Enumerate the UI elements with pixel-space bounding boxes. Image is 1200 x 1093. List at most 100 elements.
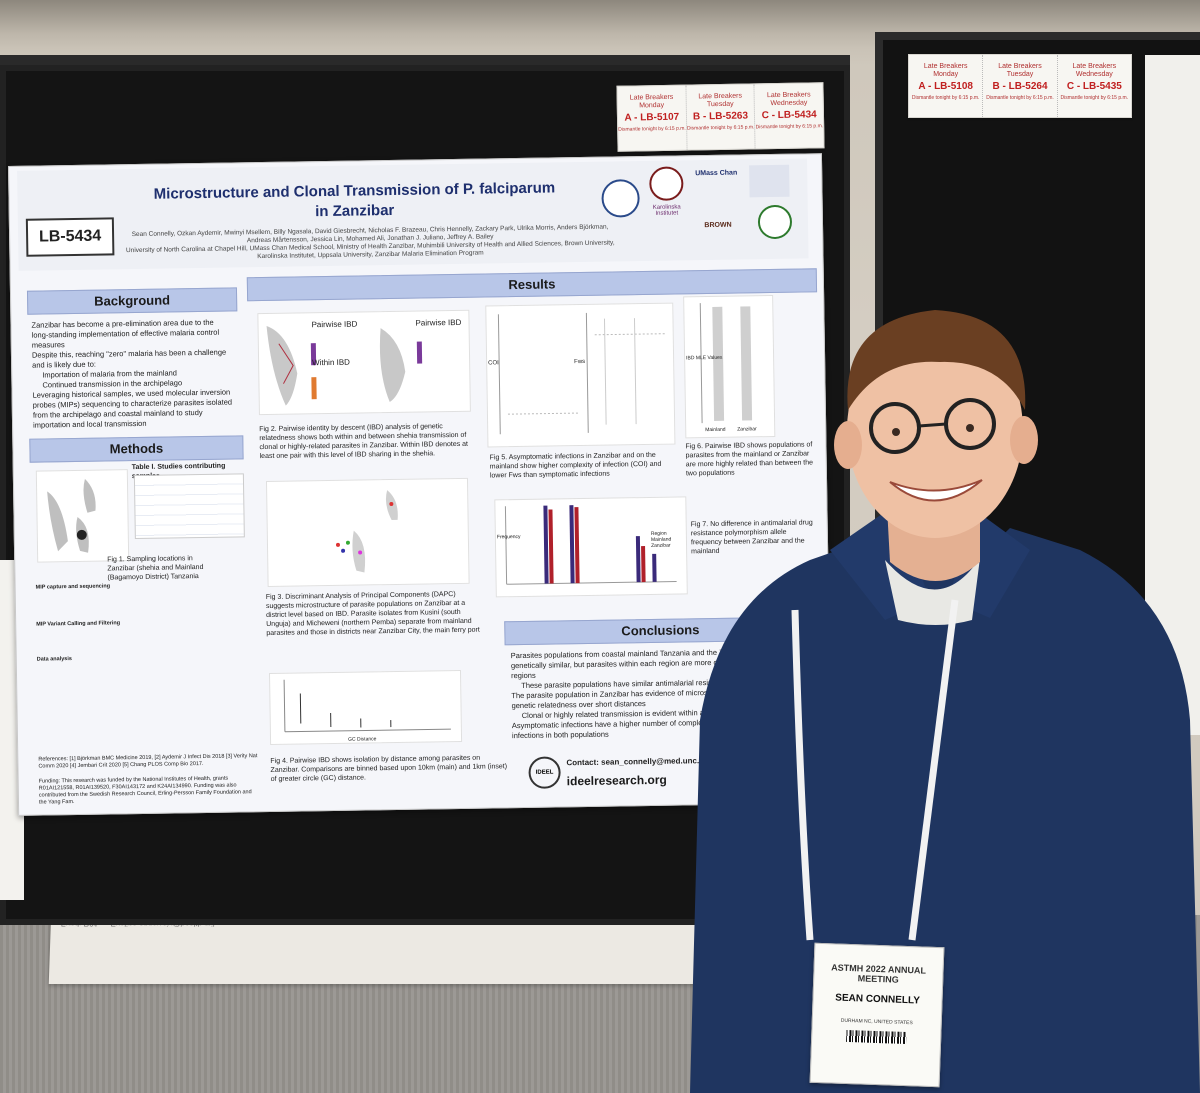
umass-chan-logo: UMass Chan — [695, 169, 738, 178]
fig5-ylabel-coi: COI — [488, 360, 499, 367]
background-text: Zanzibar has become a pre-elimination ar… — [31, 318, 233, 431]
fig6-graphic — [699, 303, 753, 424]
methods-text: MIP capture and sequencing MIP Variant C… — [36, 581, 252, 663]
fig3-dapc-map — [265, 477, 470, 587]
badge-year: 2022 — [865, 963, 886, 975]
fig2-legend-pairwise: Pairwise IBD — [311, 319, 358, 330]
fig5-graphic — [497, 312, 665, 435]
zanzibar-map-left — [266, 325, 298, 406]
dapc-point — [358, 550, 363, 555]
late-breaker-wednesday: Late Breakers Wednesday C - LB-5434 Dism… — [755, 91, 824, 131]
fig6-zanzibar-distribution — [740, 306, 753, 421]
dapc-point — [341, 548, 346, 553]
glasses-left-lens — [869, 402, 921, 454]
fig7-bar-zanzibar — [548, 509, 554, 584]
left-eye — [892, 428, 900, 436]
brown-logo: BROWN — [704, 221, 732, 230]
fig1-caption: Fig 1. Sampling locations in Zanzibar (s… — [107, 555, 204, 582]
ibd-links — [278, 343, 294, 384]
fig5-coi-axis — [497, 314, 501, 435]
zanzibar-map-right — [379, 328, 406, 403]
brown-hair — [847, 310, 1026, 410]
fig2-graphic — [266, 325, 423, 406]
fig7-graphic — [504, 505, 677, 585]
late-breaker-tuesday: Late Breakers Tuesday B - LB-5263 Disman… — [686, 84, 756, 150]
within-ibd-colorbar — [311, 377, 317, 400]
late-breaker-monday: Late Breakers Monday A - LB-5108 Dismant… — [909, 55, 984, 117]
fig5-coi-points — [507, 412, 578, 415]
fig7-bar-mainland — [635, 536, 641, 583]
background-heading: Background — [26, 287, 238, 315]
fig4-x-axis — [284, 728, 451, 733]
fig5-fws-points — [594, 333, 665, 336]
fig5-ylabel-fws: Fws — [574, 358, 586, 366]
smile — [889, 479, 983, 502]
fig3-graphic — [335, 490, 398, 573]
fig7-x-axis — [506, 581, 677, 585]
fig4-graphic — [283, 679, 451, 733]
background-point: Zanzibar has become a pre-elimination ar… — [31, 317, 220, 350]
studies-table — [133, 473, 245, 540]
fig6-y-axis — [699, 303, 703, 424]
fig7-drug-resistance-chart — [494, 496, 688, 598]
badge-org: ASTMH — [831, 962, 864, 974]
late-breaker-tuesday: Late Breakers Tuesday B - LB-5264 Disman… — [983, 55, 1058, 117]
glasses-bridge — [918, 422, 947, 428]
methods-paragraph — [36, 625, 251, 656]
references-text: References: [1] Björkman BMC Medicine 20… — [38, 753, 258, 770]
late-breakers-card-right: Late Breakers Monday A - LB-5108 Dismant… — [908, 54, 1132, 118]
fig4-xlabel: GC Distance — [348, 736, 377, 743]
badge-meeting: ASTMH 2022 ANNUAL MEETING — [814, 962, 943, 986]
name-badge: ASTMH 2022 ANNUAL MEETING SEAN CONNELLY … — [809, 942, 945, 1088]
late-breakers-card-left: Late Breakers Monday A - LB-5107 Dismant… — [616, 82, 825, 152]
fig2-legend-pairwise-inset: Pairwise IBD — [415, 317, 462, 328]
fig6-ibd-mle-plot — [683, 294, 776, 439]
fig2-ibd-maps — [257, 309, 471, 416]
lanyard-left — [791, 609, 814, 941]
badge-name: SEAN CONNELLY — [835, 992, 921, 1007]
methods-heading: Methods — [29, 435, 244, 463]
late-breaker-monday: Late Breakers Monday A - LB-5107 Dismant… — [617, 85, 688, 151]
fig7-bar-mainland — [652, 553, 657, 582]
fig2-legend-within: Within IBD — [312, 357, 350, 368]
fig4-y-axis — [283, 679, 286, 732]
fig5-fws-axis — [585, 312, 589, 433]
sampling-map-graphic — [47, 478, 96, 553]
karolinska-logo: Karolinska Institutet — [652, 204, 681, 217]
unc-logo — [749, 164, 790, 198]
website-url: ideelresearch.org — [566, 772, 667, 789]
ibd-colorbar-inset — [416, 341, 423, 364]
ideel-logo: IDEEL — [528, 756, 561, 789]
poster-title: Microstructure and Clonal Transmission o… — [119, 178, 590, 225]
sampling-site-marker — [76, 529, 87, 540]
fig5-fws-spread — [633, 318, 637, 425]
ibd-colorbar — [310, 343, 317, 366]
fig4-caption: Fig 4. Pairwise IBD shows isolation by d… — [270, 754, 508, 783]
fig7-bar-zanzibar — [641, 546, 646, 583]
fig2-caption: Fig 2. Pairwise identity by descent (IBD… — [259, 423, 469, 461]
fig5-fws-spread — [603, 318, 607, 425]
dapc-point — [335, 542, 340, 547]
fig5-caption: Fig 5. Asymptomatic infections in Zanzib… — [489, 451, 662, 480]
right-eye — [966, 424, 974, 432]
fig6-mainland-distribution — [712, 306, 725, 421]
mainland-shape — [47, 491, 68, 552]
late-breaker-wednesday: Late Breakers Wednesday C - LB-5435 Dism… — [1060, 63, 1129, 101]
fig7-legend-zanzibar: Zanzibar — [651, 542, 671, 549]
fig4-ibd-distance-plot — [268, 669, 463, 745]
methods-paragraph — [36, 588, 251, 621]
left-ear — [834, 421, 862, 469]
research-poster: LB-5434 Microstructure and Clonal Transm… — [8, 153, 833, 816]
badge-location: DURHAM NC, UNITED STATES — [840, 1017, 913, 1027]
funding-text: Funding: This research was funded by the… — [38, 775, 252, 806]
badge-barcode — [846, 1029, 907, 1045]
poster-id-box: LB-5434 — [25, 217, 115, 257]
fig7-legend: Region Mainland Zanzibar — [651, 531, 672, 549]
lanyard-right — [908, 599, 959, 941]
fig7-bar-mainland — [569, 505, 575, 584]
pemba-shape — [83, 478, 96, 513]
dapc-point — [345, 540, 350, 545]
fig5-coi-fws-plots — [485, 302, 676, 448]
dapc-point — [389, 502, 394, 507]
fig7-y-axis — [504, 506, 508, 585]
